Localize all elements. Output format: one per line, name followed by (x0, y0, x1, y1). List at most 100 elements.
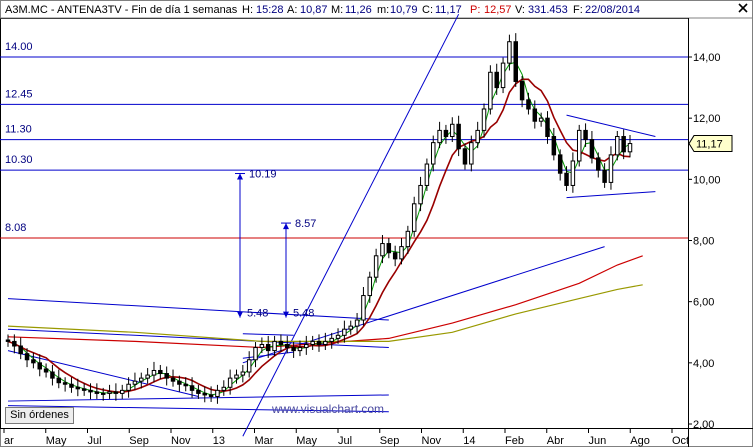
candle (132, 372, 138, 390)
candle (240, 364, 246, 383)
close-x-icon[interactable] (738, 3, 748, 13)
c-value: 11,17 (435, 4, 462, 16)
candle (367, 271, 373, 303)
candle (570, 152, 576, 193)
level-label: 10.30 (5, 154, 33, 166)
candle (56, 369, 62, 389)
level-label: 11.30 (5, 124, 32, 136)
candle (500, 57, 506, 94)
p-value: 12,57 (484, 4, 512, 16)
x-tick-label: Jul (338, 435, 352, 447)
candle (177, 375, 182, 392)
candle (437, 121, 442, 149)
candle (183, 377, 188, 392)
candle (81, 383, 87, 396)
candle (189, 377, 195, 398)
candle (151, 361, 157, 383)
candle (361, 286, 366, 326)
candle (75, 378, 81, 397)
trendline (242, 13, 460, 437)
candle (519, 75, 525, 108)
ma-long-red-line (7, 255, 643, 349)
candle (5, 334, 11, 347)
candle (627, 134, 633, 158)
x-axis-ticks: ar May Jul Sep Nov 13 Mar May Jul Sep Nov 14 Feb Abr J… (3, 428, 689, 447)
candle (538, 112, 544, 127)
y-tick-label: 12,00 (693, 113, 721, 125)
x-tick-label: Sep (380, 435, 400, 447)
candle (18, 337, 23, 360)
x-tick-label: Ago (630, 435, 650, 447)
candle (589, 131, 595, 164)
mn-label: m: (377, 4, 389, 16)
v-label: V: (515, 4, 525, 16)
x-tick-label: Jul (88, 435, 102, 447)
candle (304, 335, 309, 355)
candle (380, 234, 385, 264)
candle (557, 149, 563, 181)
candle (488, 65, 493, 115)
level-label: 14.00 (5, 41, 33, 53)
candle (621, 129, 626, 160)
candle (297, 340, 303, 357)
h-label: H: (242, 4, 253, 16)
candle (316, 334, 322, 352)
f-value: 22/08/2014 (585, 4, 640, 16)
sin-ordenes-button[interactable]: Sin órdenes (5, 407, 74, 424)
x-tick-label: May (46, 435, 67, 447)
x-tick-label: May (296, 435, 317, 447)
candle (119, 384, 125, 399)
candle (291, 342, 296, 358)
candle (164, 366, 169, 386)
x-tick-label: Nov (171, 435, 191, 447)
candle (24, 348, 30, 368)
candle (196, 384, 201, 399)
candle (113, 383, 119, 401)
candle (608, 146, 614, 190)
candle (208, 386, 214, 402)
candle (443, 124, 449, 144)
trendline (7, 298, 389, 321)
candle (170, 369, 176, 387)
candle (513, 33, 519, 87)
candle (354, 312, 360, 334)
candle (532, 100, 538, 129)
candle (31, 352, 36, 369)
candle (342, 320, 347, 343)
candle (253, 342, 258, 368)
ma-long-olive-line (7, 284, 643, 342)
current-price-marker: 11,17 (688, 135, 733, 153)
a-label: A: (287, 4, 297, 16)
candle (583, 123, 588, 147)
candle (246, 351, 252, 378)
candle (386, 238, 392, 259)
candle (259, 337, 265, 354)
x-tick-label: 14 (463, 435, 475, 447)
candle (221, 380, 227, 396)
trendline (242, 246, 605, 364)
candle (348, 320, 353, 335)
candle (69, 377, 74, 393)
trendline (242, 333, 294, 336)
current-price-label: 11,17 (696, 139, 723, 151)
target-annotations: 10.19 5.48 8.57 5.48 (235, 169, 316, 320)
candle (596, 152, 601, 178)
candle (272, 335, 277, 357)
m-label: M: (331, 4, 343, 16)
candle (469, 135, 474, 172)
candle (88, 383, 93, 400)
trendline (566, 114, 656, 138)
candle (43, 363, 49, 378)
x-tick-label: 13 (213, 435, 225, 447)
x-tick-label: Jun (589, 435, 607, 447)
candle (615, 131, 620, 161)
target-arrow (235, 173, 245, 318)
x-tick-label: Mar (255, 435, 274, 447)
target-base-label: 5.48 (247, 308, 268, 320)
candle (126, 377, 131, 398)
candle (145, 368, 150, 384)
header-info: A3M.MC - ANTENA3TV - Fin de día 1 semana… (5, 4, 640, 16)
x-tick-label: Abr (547, 435, 564, 447)
candle (335, 328, 341, 344)
